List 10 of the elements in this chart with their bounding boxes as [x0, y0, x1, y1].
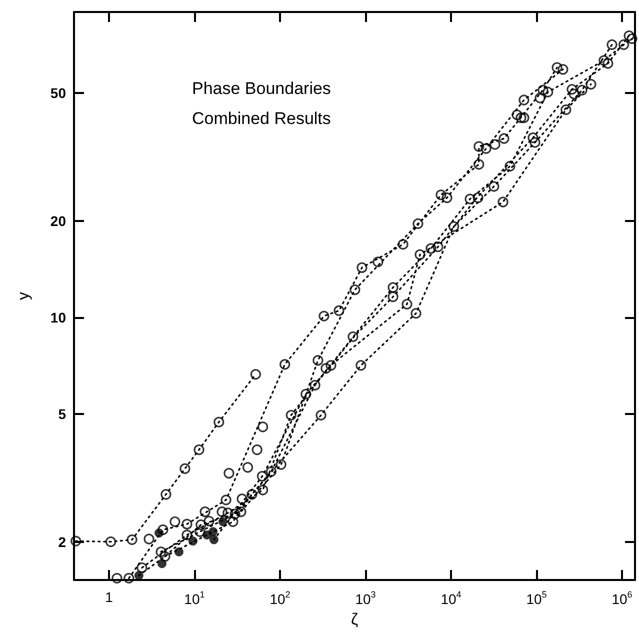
- y-tick-label: 5: [58, 406, 66, 422]
- y-tick-label: 2: [58, 534, 66, 550]
- x-tick-label: 1: [105, 589, 114, 605]
- y-tick-label: 10: [50, 309, 66, 326]
- y-axis-title: y: [16, 292, 32, 300]
- x-axis-title: ζ: [350, 612, 358, 628]
- annotation: Phase Boundaries: [192, 79, 331, 98]
- annotation: Combined Results: [192, 109, 331, 128]
- y-tick-label: 20: [50, 212, 66, 229]
- y-tick-label: 50: [50, 85, 66, 102]
